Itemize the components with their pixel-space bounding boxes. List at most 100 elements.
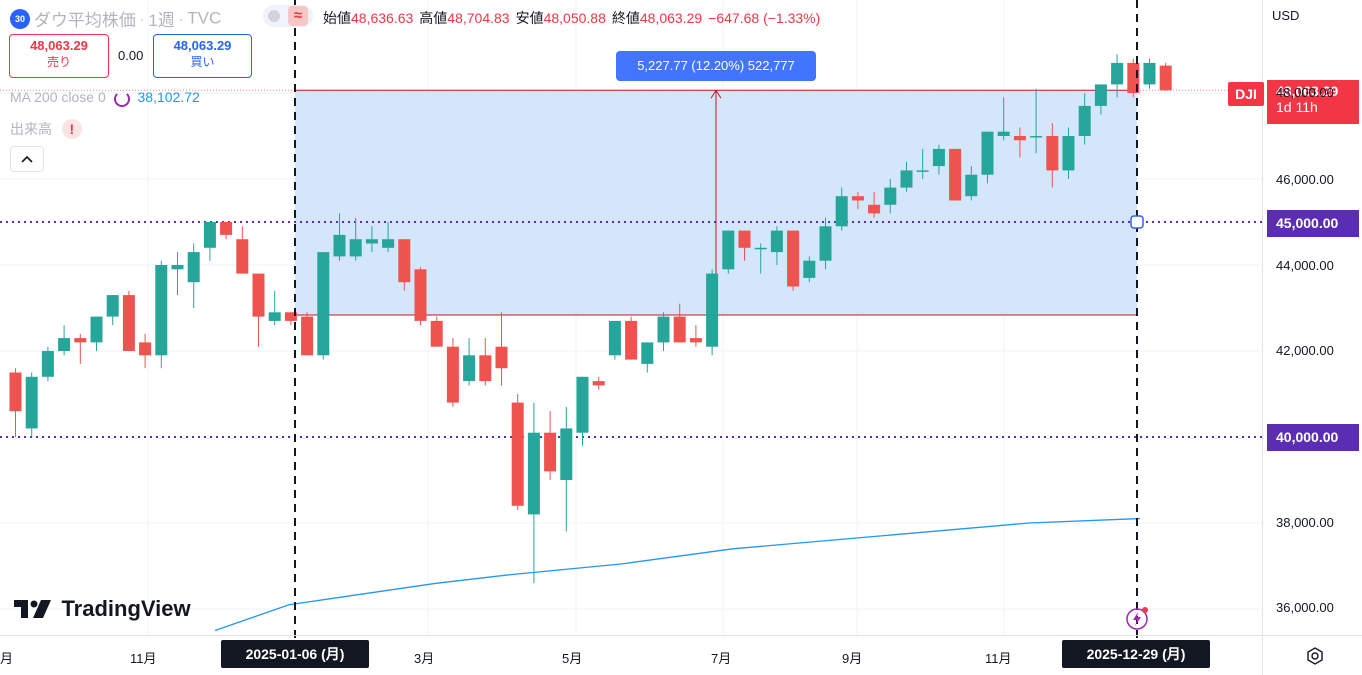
x-axis-label: 月	[0, 651, 14, 666]
sell-button[interactable]: 48,063.29 売り	[9, 34, 109, 78]
tradingview-logo[interactable]: TradingView	[13, 596, 191, 622]
candle-body	[446, 346, 459, 403]
legend-separator: ·	[178, 10, 184, 27]
candle-body	[122, 295, 135, 351]
volume-warning-icon: !	[61, 119, 82, 139]
spread-value: 0.00	[118, 48, 144, 63]
candle-body	[592, 381, 605, 386]
candle-body	[835, 196, 848, 227]
candle-body	[463, 355, 476, 382]
candle-body	[333, 234, 346, 257]
candle-body	[868, 204, 881, 214]
y-axis-label: 42,000.00	[1276, 343, 1334, 358]
x-axis-label: 11月	[985, 651, 1012, 666]
candle-body	[576, 376, 589, 433]
sell-price: 48,063.29	[30, 38, 88, 53]
candle-body	[220, 222, 233, 235]
candle-body	[252, 273, 265, 317]
candle-body	[770, 230, 783, 253]
candle-body	[689, 338, 702, 343]
sell-label: 売り	[46, 55, 71, 69]
x-crosshair-badge-start: 2025-01-06 (月)	[221, 640, 369, 668]
level-tag-40000: 40,000.00	[1267, 424, 1359, 451]
level-tag-45000: 45,000.00	[1267, 210, 1359, 237]
market-status-pills[interactable]: ≈	[263, 5, 313, 27]
buy-price: 48,063.29	[173, 38, 232, 53]
candle-body	[90, 316, 103, 343]
candle-body	[625, 320, 638, 360]
symbol-legend[interactable]: 30 ダウ平均株価 · 1週 · TVC	[10, 6, 221, 31]
chart-settings-button[interactable]	[1304, 645, 1326, 667]
candle-body	[965, 174, 978, 197]
candle-body	[479, 355, 492, 382]
ma-value: 38,102.72	[137, 89, 200, 105]
candle-body	[981, 131, 994, 175]
candle-body	[203, 222, 216, 248]
candle-body	[414, 269, 427, 321]
candle-body	[1030, 136, 1043, 138]
price-range-measure-label[interactable]: 5,227.77 (12.20%) 522,777	[616, 51, 816, 81]
candle-body	[398, 239, 411, 283]
interval-label: 1週	[148, 11, 175, 30]
legend-separator: ·	[139, 10, 145, 27]
candle-body	[1111, 62, 1124, 85]
y-axis-label: 44,000.00	[1276, 258, 1334, 273]
high-value: 48,704.83	[447, 10, 510, 26]
candle-body	[803, 260, 816, 278]
y-axis-label: 38,000.00	[1276, 515, 1334, 530]
change-value: −647.68 (−1.33%)	[708, 10, 821, 26]
candle-body	[544, 432, 557, 472]
candle-body	[187, 252, 200, 283]
high-label: 高値	[419, 10, 448, 26]
candle-body	[301, 316, 314, 356]
buy-button[interactable]: 48,063.29 買い	[153, 34, 252, 78]
last-price: 48,063.29	[1276, 83, 1339, 99]
currency-selector[interactable]: USD	[1272, 8, 1300, 23]
candle-body	[74, 338, 87, 343]
x-crosshair-badge-end: 2025-12-29 (月)	[1062, 640, 1210, 668]
candle-body	[722, 230, 735, 270]
candle-body	[1046, 136, 1059, 171]
bar-countdown: 1d 11h	[1276, 99, 1318, 115]
x-axis-label: 9月	[842, 651, 863, 666]
collapse-legend-button[interactable]	[10, 146, 44, 172]
volume-indicator-legend[interactable]: 出来高 !	[10, 119, 82, 139]
candle-body	[317, 252, 330, 356]
candle-body	[236, 239, 249, 274]
symbol-badge: 30	[10, 8, 30, 29]
candle-body	[430, 320, 443, 347]
candle-body	[819, 226, 832, 261]
low-label: 安値	[515, 10, 544, 26]
candle-body	[25, 376, 38, 429]
x-axis-label: 11月	[130, 651, 157, 666]
candle-body	[706, 273, 719, 347]
low-value: 48,050.88	[543, 10, 606, 26]
last-price-tag: 48,063.29 1d 11h	[1267, 80, 1359, 124]
candle-body	[1143, 62, 1156, 85]
ma-indicator-legend[interactable]: MA 200 close 0 38,102.72	[10, 89, 200, 107]
ohlc-values: 始値48,636.63 高値48,704.83 安値48,050.88 終値48,06…	[323, 8, 820, 28]
lightning-event-icon[interactable]	[1124, 605, 1150, 631]
candle-body	[268, 312, 281, 321]
ma-loading-icon	[113, 91, 130, 107]
candle-body	[527, 432, 540, 515]
ma-label: MA 200 close 0	[10, 89, 106, 105]
candle-body	[738, 230, 751, 248]
candle-body	[932, 148, 945, 167]
candle-body	[997, 131, 1010, 136]
close-value: 48,063.29	[639, 10, 703, 26]
candle-body	[657, 316, 670, 343]
candle-body	[58, 338, 71, 351]
settings-icon	[1307, 647, 1323, 665]
symbol-title: ダウ平均株価	[33, 11, 136, 30]
x-axis-label: 3月	[414, 651, 435, 666]
lightning-icon	[1126, 607, 1148, 630]
volume-label: 出来高	[10, 121, 52, 137]
drawing-handle	[1130, 215, 1144, 229]
y-axis-label: 48,000.00	[1276, 85, 1334, 100]
close-label: 終値	[611, 10, 640, 26]
candle-body	[641, 342, 654, 364]
candle-body	[1013, 136, 1026, 141]
